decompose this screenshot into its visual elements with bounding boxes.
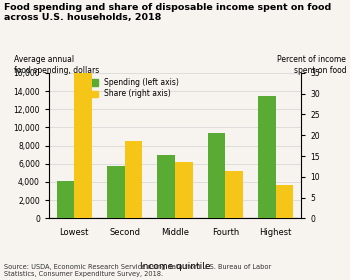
Text: Income quintile: Income quintile	[140, 262, 210, 271]
Bar	[158, 155, 175, 218]
Bar	[125, 141, 142, 218]
Text: Source: USDA, Economic Research Service using data from U.S. Bureau of Labor
Sta: Source: USDA, Economic Research Service …	[4, 264, 271, 277]
Bar	[57, 181, 74, 218]
Bar	[208, 133, 225, 218]
Bar	[225, 171, 243, 218]
Bar	[74, 73, 92, 218]
Bar	[258, 96, 276, 218]
Text: Food spending and share of disposable income spent on food
across U.S. household: Food spending and share of disposable in…	[4, 3, 331, 22]
Bar	[276, 185, 293, 218]
Bar	[107, 166, 125, 218]
Bar	[175, 162, 192, 218]
Text: Percent of income
spent on food: Percent of income spent on food	[278, 55, 346, 75]
Text: Average annual
food spending, dollars: Average annual food spending, dollars	[14, 55, 99, 75]
Legend: Spending (left axis), Share (right axis): Spending (left axis), Share (right axis)	[91, 78, 179, 98]
